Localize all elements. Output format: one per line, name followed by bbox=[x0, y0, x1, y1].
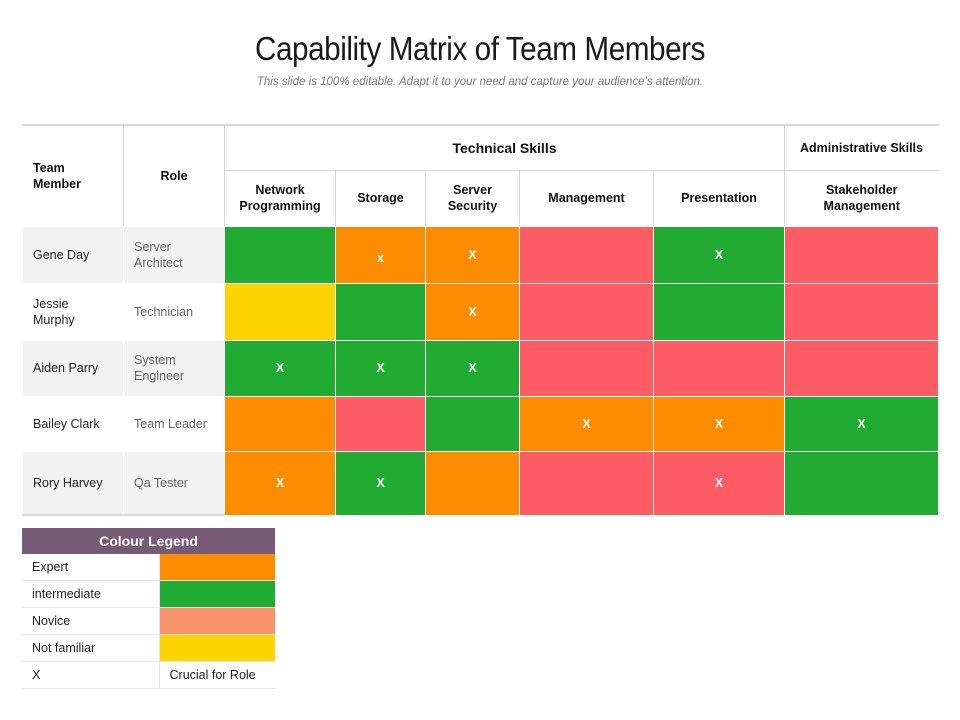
skill-cell: X bbox=[425, 225, 520, 284]
slide-subtitle: This slide is 100% editable. Adapt it to… bbox=[256, 76, 704, 88]
legend-label: Not familiar bbox=[22, 634, 159, 662]
skill-cell: X bbox=[653, 395, 785, 452]
legend-swatch bbox=[158, 607, 275, 635]
skill-cell bbox=[425, 450, 520, 516]
team-member-role: Technician bbox=[123, 282, 225, 341]
header-administrative-skills: Administrative Skills bbox=[784, 124, 939, 171]
header-role: Role bbox=[123, 124, 225, 227]
skill-cell bbox=[653, 282, 785, 341]
header-team-member: Team Member bbox=[22, 124, 124, 227]
team-member-role: Team Leader bbox=[123, 395, 225, 452]
legend-label: Novice bbox=[22, 607, 159, 635]
skill-cell bbox=[519, 339, 654, 397]
skill-cell: X bbox=[335, 450, 426, 516]
skill-cell bbox=[784, 339, 939, 397]
skill-cell: X bbox=[519, 395, 654, 452]
skill-cell: x bbox=[335, 225, 426, 284]
legend-swatch bbox=[158, 580, 275, 608]
skill-cell bbox=[784, 225, 939, 284]
team-member-name: Bailey Clark bbox=[22, 395, 124, 452]
skill-cell bbox=[335, 395, 426, 452]
skill-cell bbox=[784, 282, 939, 341]
header-skill: Network Programming bbox=[224, 169, 336, 227]
skill-cell bbox=[224, 282, 336, 341]
skill-cell: X bbox=[335, 339, 426, 397]
team-member-name: Gene Day bbox=[22, 225, 124, 284]
skill-cell: X bbox=[425, 282, 520, 341]
skill-cell bbox=[519, 282, 654, 341]
header-skill: Server Security bbox=[425, 169, 520, 227]
legend-row: Not familiar bbox=[22, 634, 275, 662]
legend-label: intermediate bbox=[22, 580, 159, 608]
skill-cell: X bbox=[784, 395, 939, 452]
skill-cell bbox=[519, 450, 654, 516]
team-member-role: Server Architect bbox=[123, 225, 225, 284]
slide-title: Capability Matrix of Team Members bbox=[254, 30, 706, 67]
header-skill: Stakeholder Management bbox=[784, 169, 939, 227]
skill-cell bbox=[653, 339, 785, 397]
skill-cell bbox=[519, 225, 654, 284]
skill-cell bbox=[784, 450, 939, 516]
legend-row: X Crucial for Role bbox=[22, 661, 275, 689]
legend-label: X bbox=[22, 661, 159, 689]
skill-cell: X bbox=[224, 339, 336, 397]
skill-cell bbox=[224, 225, 336, 284]
skill-cell bbox=[224, 395, 336, 452]
legend-description: Crucial for Role bbox=[158, 661, 275, 689]
table-row: Gene Day Server Architect x X X bbox=[22, 225, 939, 284]
skill-cell: X bbox=[653, 450, 785, 516]
team-member-name: Jessie Murphy bbox=[22, 282, 124, 341]
skill-cell: X bbox=[224, 450, 336, 516]
legend-swatch bbox=[158, 634, 275, 662]
table-row: Rory Harvey Qa Tester X X X bbox=[22, 450, 939, 516]
skill-cell bbox=[335, 282, 426, 341]
team-member-name: Rory Harvey bbox=[22, 450, 124, 516]
header-skill: Storage bbox=[335, 169, 426, 227]
table-row: Aiden Parry System Engineer X X X bbox=[22, 339, 939, 397]
team-member-role: Qa Tester bbox=[123, 450, 225, 516]
table-row: Jessie Murphy Technician X bbox=[22, 282, 939, 341]
legend-title: Colour Legend bbox=[22, 528, 275, 554]
skill-cell: X bbox=[425, 339, 520, 397]
legend-label: Expert bbox=[22, 554, 159, 581]
header-technical-skills: Technical Skills bbox=[224, 124, 785, 171]
header-skill: Presentation bbox=[653, 169, 785, 227]
legend-row: Expert bbox=[22, 554, 275, 581]
skill-cell bbox=[425, 395, 520, 452]
colour-legend: Colour Legend Expert intermediate Novice No… bbox=[22, 528, 275, 689]
legend-row: Novice bbox=[22, 607, 275, 635]
header-skill: Management bbox=[519, 169, 654, 227]
legend-swatch bbox=[158, 554, 275, 581]
legend-row: intermediate bbox=[22, 580, 275, 608]
skill-cell: X bbox=[653, 225, 785, 284]
capability-matrix: Team Member Role Technical Skills Admini… bbox=[22, 124, 939, 516]
table-row: Bailey Clark Team Leader X X X bbox=[22, 395, 939, 452]
team-member-role: System Engineer bbox=[123, 339, 225, 397]
team-member-name: Aiden Parry bbox=[22, 339, 124, 397]
